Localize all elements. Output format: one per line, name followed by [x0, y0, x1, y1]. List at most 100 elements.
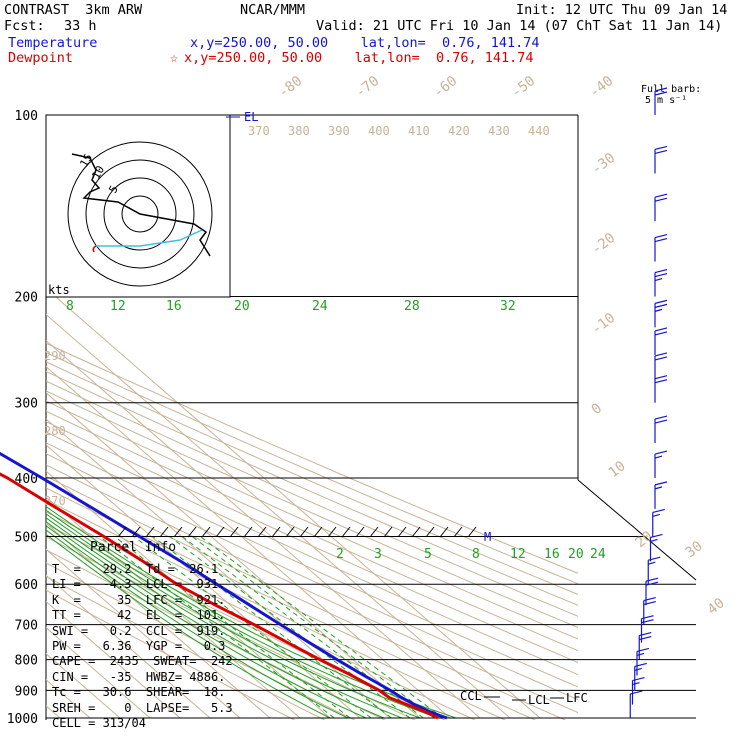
isotherm-label: -70: [353, 73, 383, 101]
wind-barb-flag: [654, 272, 668, 278]
wind-barb-flag: [654, 145, 668, 151]
mixing-ratio-label: 8: [472, 547, 480, 562]
isotherm-label: 40: [705, 595, 728, 618]
wind-barb-flag: [654, 379, 668, 384]
freezing-hatch: [467, 526, 477, 538]
wind-barb-half: [650, 538, 658, 543]
isotherm-label: -30: [589, 150, 619, 178]
freezing-hatch: [187, 526, 197, 538]
wind-barb-flag: [634, 662, 647, 667]
init-time: Init: 12 UTC Thu 09 Jan 14: [516, 2, 728, 18]
theta-label: 440: [528, 124, 550, 138]
wind-barb-flag: [654, 375, 668, 380]
wind-barb-flag: [636, 647, 650, 653]
freezing-hatch: [159, 526, 169, 538]
wind-barb-flag: [654, 356, 668, 361]
moist-adiabat-label: 20: [234, 299, 250, 314]
mixing-ratio-label: 3: [374, 547, 382, 562]
hodograph-ring: [67, 141, 213, 287]
mixing-ratio-label: 20: [568, 547, 584, 562]
mixing-ratio-line: [199, 536, 444, 719]
moist-adiabat-label: 32: [500, 299, 516, 314]
pressure-label: 900: [15, 684, 38, 699]
mixing-ratio-line: [99, 536, 335, 719]
wind-barb-flag: [654, 327, 668, 332]
isotherm-line: [46, 339, 481, 719]
freezing-hatch: [243, 526, 253, 538]
isotherm-line: [46, 287, 541, 719]
dry-adiabat-line: [46, 589, 296, 720]
dry-adiabat-line: [46, 351, 578, 585]
isotherm-label: -40: [587, 73, 617, 101]
wind-barb-half: [632, 681, 640, 686]
mixing-ratio-label: 2: [336, 547, 344, 562]
freezing-hatch: [299, 526, 309, 538]
wind-barb-flag: [654, 197, 668, 202]
isotherm-line: [46, 313, 511, 719]
parcel-info-row: SWI = 0.2 CCL = 919.: [52, 623, 226, 638]
theta-label: 390: [328, 124, 350, 138]
mixing-ratio-line: [181, 536, 424, 719]
parcel-info-row: PW = 6.36 YGP = 0.3: [52, 639, 226, 653]
freezing-hatch: [453, 526, 463, 538]
org-label: NCAR/MMM: [240, 2, 306, 18]
pressure-label: 700: [15, 619, 38, 634]
pressure-label: 300: [15, 397, 38, 412]
hodograph-trace-cyan: [96, 229, 203, 247]
el-label: EL: [244, 110, 258, 124]
model-title: CONTRAST 3km ARW: [4, 2, 143, 18]
wind-barb-flag: [645, 581, 659, 586]
dry-adiabat-line: [46, 421, 578, 664]
freezing-hatch: [285, 526, 295, 538]
dry-adiabat-line: [46, 575, 326, 720]
mixing-ratio-label: 24: [590, 547, 606, 562]
wind-barb-flag: [650, 533, 663, 539]
theta-label: 430: [488, 124, 510, 138]
dewpoint-location: x,y=250.00, 50.00 lat,lon= 0.76, 141.74: [184, 50, 534, 66]
isotherm-label: -20: [589, 230, 619, 258]
wind-barb-flag: [641, 615, 654, 620]
isotherm-line: [46, 418, 391, 719]
parcel-info-row: TT = 42 EL = 101.: [52, 608, 226, 623]
dry-adiabat-line: [46, 499, 507, 720]
moist-adiabat-label: 16: [166, 299, 182, 314]
freezing-hatch: [229, 526, 239, 538]
wind-barb-flag: [630, 690, 643, 695]
freezing-hatch: [439, 526, 449, 538]
isotherm-line: [46, 522, 271, 719]
isotherm-line: [46, 496, 301, 719]
dry-adiabat-line: [46, 380, 578, 617]
temperature-legend: Temperature: [8, 35, 98, 51]
theta-label: 420: [448, 124, 470, 138]
parcel-info-row: CELL = 313/04: [52, 716, 146, 730]
lcl-label: LCL: [528, 693, 550, 707]
hodograph-trace-black: [71, 153, 211, 257]
mixing-ratio-label: 5: [424, 547, 432, 562]
pressure-label: 1000: [7, 712, 38, 727]
parcel-info-row: Tc = 30.6 SHEAR= 18.: [52, 685, 226, 700]
isotherm-label: -80: [276, 73, 306, 101]
dry-adiabat-line: [46, 361, 578, 595]
theta-label: 410: [408, 124, 430, 138]
freezing-hatch: [397, 526, 407, 538]
freezing-hatch: [131, 526, 141, 538]
wind-barb-half: [654, 277, 663, 282]
wind-barb-flag: [641, 619, 654, 624]
wind-barb-flag: [639, 631, 652, 637]
mixing-ratio-label: 16: [544, 547, 560, 562]
parcel-info-row: K = 35 LFC = 921.: [52, 592, 226, 607]
dewpoint-legend: Dewpoint: [8, 50, 74, 66]
dry-adiabat-line: [46, 511, 477, 720]
wind-barb-flag: [654, 87, 668, 92]
wind-barb-flag: [654, 419, 668, 424]
dry-adiabat-line: [46, 536, 416, 720]
wind-barb-flag: [645, 577, 659, 582]
moist-adiabat-label: 8: [66, 299, 74, 314]
wind-barb-flag: [639, 635, 652, 641]
freezing-hatch: [201, 526, 211, 538]
hodograph-ring: [85, 159, 195, 269]
theta-label: 370: [248, 124, 270, 138]
parcel-info-title: Parcel Info: [90, 540, 177, 555]
wind-barb-half: [654, 308, 663, 312]
